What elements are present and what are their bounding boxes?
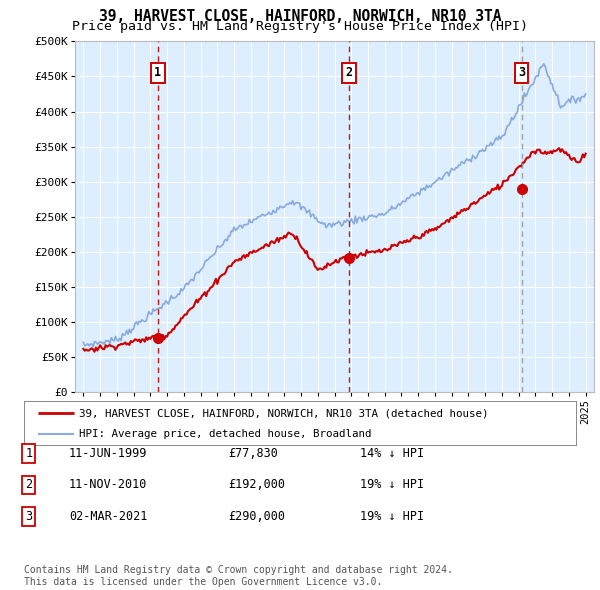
Text: 3: 3 xyxy=(518,67,525,80)
Text: 39, HARVEST CLOSE, HAINFORD, NORWICH, NR10 3TA: 39, HARVEST CLOSE, HAINFORD, NORWICH, NR… xyxy=(99,9,501,24)
Text: 19% ↓ HPI: 19% ↓ HPI xyxy=(360,478,424,491)
Text: 11-NOV-2010: 11-NOV-2010 xyxy=(69,478,148,491)
Text: HPI: Average price, detached house, Broadland: HPI: Average price, detached house, Broa… xyxy=(79,428,372,438)
Text: 19% ↓ HPI: 19% ↓ HPI xyxy=(360,510,424,523)
Text: 2: 2 xyxy=(346,67,352,80)
Text: 02-MAR-2021: 02-MAR-2021 xyxy=(69,510,148,523)
Text: £77,830: £77,830 xyxy=(228,447,278,460)
Text: Contains HM Land Registry data © Crown copyright and database right 2024.
This d: Contains HM Land Registry data © Crown c… xyxy=(24,565,453,587)
Text: 14% ↓ HPI: 14% ↓ HPI xyxy=(360,447,424,460)
Text: 1: 1 xyxy=(154,67,161,80)
Text: 11-JUN-1999: 11-JUN-1999 xyxy=(69,447,148,460)
Text: £290,000: £290,000 xyxy=(228,510,285,523)
Text: 39, HARVEST CLOSE, HAINFORD, NORWICH, NR10 3TA (detached house): 39, HARVEST CLOSE, HAINFORD, NORWICH, NR… xyxy=(79,408,488,418)
Text: 1: 1 xyxy=(25,447,32,460)
Text: 3: 3 xyxy=(25,510,32,523)
Text: £192,000: £192,000 xyxy=(228,478,285,491)
Text: 2: 2 xyxy=(25,478,32,491)
Text: Price paid vs. HM Land Registry's House Price Index (HPI): Price paid vs. HM Land Registry's House … xyxy=(72,20,528,33)
